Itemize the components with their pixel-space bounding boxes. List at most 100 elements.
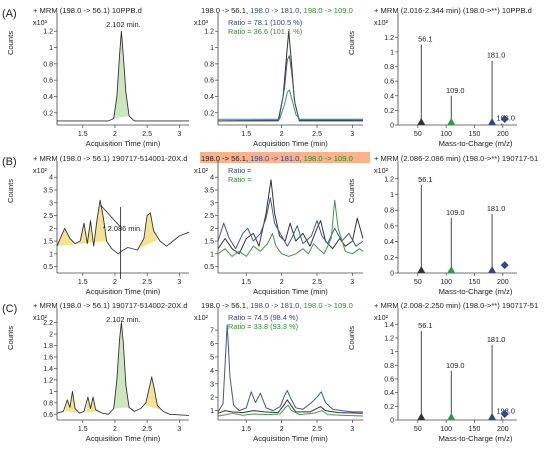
y-tick-label: 0 bbox=[390, 418, 394, 425]
axis-exponent: x10³ bbox=[33, 18, 48, 27]
y-tick-label: 3.5 bbox=[43, 187, 53, 194]
x-tick-label: 150 bbox=[469, 131, 481, 138]
peak-annotation: 2.102 min. bbox=[106, 315, 141, 324]
x-tick-label: 50 bbox=[414, 131, 422, 138]
panel-overlay-B: 198.0 -> 56.1, 198.0 -> 181.0, 198.0 -> … bbox=[194, 152, 370, 296]
spectrum-peak-label: 56.1 bbox=[418, 321, 432, 330]
x-tick-label: 2.5 bbox=[312, 426, 322, 433]
spectrum-peak-label: 109.0 bbox=[446, 208, 465, 217]
y-axis-label: Counts bbox=[347, 179, 356, 203]
panel-header: + MRM (2.008-2.250 min) (198.0->**) 1907… bbox=[374, 301, 538, 310]
y-tick-label: 4 bbox=[49, 175, 53, 182]
x-tick-label: 2 bbox=[113, 279, 117, 286]
trace-line-1 bbox=[217, 55, 363, 122]
axis-exponent: x10² bbox=[374, 166, 389, 175]
x-tick-label: 200 bbox=[497, 131, 509, 138]
x-tick-label: 3 bbox=[350, 131, 354, 138]
y-tick-label: 2.2 bbox=[43, 320, 53, 327]
x-tick-label: 2.5 bbox=[142, 426, 152, 433]
x-tick-label: 2 bbox=[113, 131, 117, 138]
x-axis-label: Acquisition Time (min) bbox=[86, 139, 161, 148]
x-tick-label: 50 bbox=[414, 426, 422, 433]
trace-line-1 bbox=[217, 399, 364, 414]
y-tick-label: 1.2 bbox=[43, 29, 53, 36]
peak-fill-area bbox=[113, 322, 130, 409]
x-axis-label: Acquisition Time (min) bbox=[253, 139, 328, 148]
y-tick-label: 0.2 bbox=[384, 404, 394, 411]
y-tick-label: 5 bbox=[210, 354, 214, 361]
x-tick-label: 1.5 bbox=[78, 131, 88, 138]
x-tick-label: 1.5 bbox=[241, 426, 251, 433]
y-tick-label: 1 bbox=[49, 251, 53, 258]
panel-chrom-C: + MRM (198.0 -> 56.1) 190717-514002-20X.… bbox=[6, 301, 190, 443]
panel-chrom-A: + MRM (198.0 -> 56.1) 10PPB.d x10³ Counts 0… bbox=[6, 6, 189, 148]
panel-header: + MRM (198.0 -> 56.1) 190717-514001-20X.… bbox=[33, 154, 188, 163]
panel-header: + MRM (2.086-2.086 min) (198.0->**) 1907… bbox=[374, 154, 538, 163]
x-tick-label: 2.5 bbox=[142, 131, 152, 138]
panel-header: + MRM (198.0 -> 56.1) 10PPB.d bbox=[33, 6, 142, 15]
y-axis-label: Counts bbox=[347, 31, 356, 55]
panel-overlay-C: 198.0 -> 56.1, 198.0 -> 181.0, 198.0 -> … bbox=[194, 301, 364, 443]
x-tick-label: 1.5 bbox=[241, 279, 251, 286]
row-label: (B) bbox=[2, 156, 17, 168]
axis-exponent: x10² bbox=[33, 166, 48, 175]
diamond-marker-icon bbox=[500, 115, 509, 123]
panel-header: 198.0 -> 56.1, 198.0 -> 181.0, 198.0 -> … bbox=[201, 301, 353, 310]
ratio-text: Ratio = 33.8 (93.3 %) bbox=[228, 322, 298, 331]
y-tick-label: 0 bbox=[390, 123, 394, 130]
triangle-marker-icon bbox=[488, 266, 497, 273]
peak-annotation: * 2.086 min. bbox=[103, 224, 142, 233]
triangle-marker-icon bbox=[417, 118, 426, 125]
x-tick-label: 2 bbox=[280, 279, 284, 286]
triangle-marker-icon bbox=[488, 118, 497, 125]
triangle-marker-icon bbox=[488, 413, 497, 420]
y-tick-label: 4 bbox=[210, 175, 214, 182]
y-tick-label: 0.4 bbox=[384, 239, 394, 246]
y-tick-label: 0.2 bbox=[384, 255, 394, 262]
y-tick-label: 6 bbox=[210, 341, 214, 348]
x-tick-label: 3 bbox=[350, 279, 354, 286]
header-transition: 198.0 -> 109.0 bbox=[304, 301, 353, 310]
x-axis-label: Acquisition Time (min) bbox=[253, 287, 328, 296]
trace-line-0 bbox=[57, 30, 189, 122]
x-tick-label: 2 bbox=[280, 426, 284, 433]
y-tick-label: 3.5 bbox=[204, 187, 214, 194]
y-tick-label: 2.5 bbox=[204, 213, 214, 220]
ratio-text: Ratio = bbox=[228, 175, 252, 184]
triangle-marker-icon bbox=[417, 266, 426, 273]
trace-line-0 bbox=[217, 324, 363, 413]
x-axis-label: Mass-to-Charge (m/z) bbox=[439, 287, 513, 296]
y-tick-label: 0.4 bbox=[384, 390, 394, 397]
spectrum-peak-label: 181.0 bbox=[487, 335, 506, 344]
peak-fill-area bbox=[113, 31, 130, 119]
trace-line-0 bbox=[217, 179, 364, 255]
y-tick-label: 3 bbox=[49, 200, 53, 207]
y-tick-label: 0 bbox=[390, 271, 394, 278]
y-tick-label: 1.2 bbox=[384, 35, 394, 42]
panel-spectrum-B: + MRM (2.086-2.086 min) (198.0->**) 1907… bbox=[347, 154, 538, 296]
peak-annotation: 2.102 min. bbox=[106, 20, 141, 29]
y-tick-label: 1.4 bbox=[43, 366, 53, 373]
header-transition: 198.0 -> 56.1, bbox=[201, 6, 250, 15]
spectrum-peak-label: 181.0 bbox=[487, 204, 506, 213]
y-tick-label: 0.4 bbox=[384, 93, 394, 100]
spectrum-peak-label: 181.0 bbox=[487, 51, 506, 60]
spectrum-peak-label: 109.0 bbox=[446, 361, 465, 370]
row-label: (C) bbox=[2, 303, 17, 315]
x-tick-label: 3 bbox=[177, 131, 181, 138]
row-label: (A) bbox=[2, 8, 17, 20]
y-tick-label: 0.2 bbox=[384, 108, 394, 115]
y-tick-label: 7 bbox=[210, 328, 214, 335]
y-tick-label: 0.6 bbox=[43, 412, 53, 419]
panel-header: + MRM (2.016-2.344 min) (198.0->**) 10PP… bbox=[374, 6, 532, 15]
trace-line-1 bbox=[217, 197, 364, 250]
x-tick-label: 2 bbox=[113, 426, 117, 433]
y-tick-label: 1.5 bbox=[43, 239, 53, 246]
x-tick-label: 2.5 bbox=[142, 279, 152, 286]
y-tick-label: 4 bbox=[210, 368, 214, 375]
trace-line-0 bbox=[56, 322, 190, 416]
y-tick-label: 0.6 bbox=[384, 376, 394, 383]
trace-line-0 bbox=[56, 199, 190, 255]
y-tick-label: 2 bbox=[49, 332, 53, 339]
